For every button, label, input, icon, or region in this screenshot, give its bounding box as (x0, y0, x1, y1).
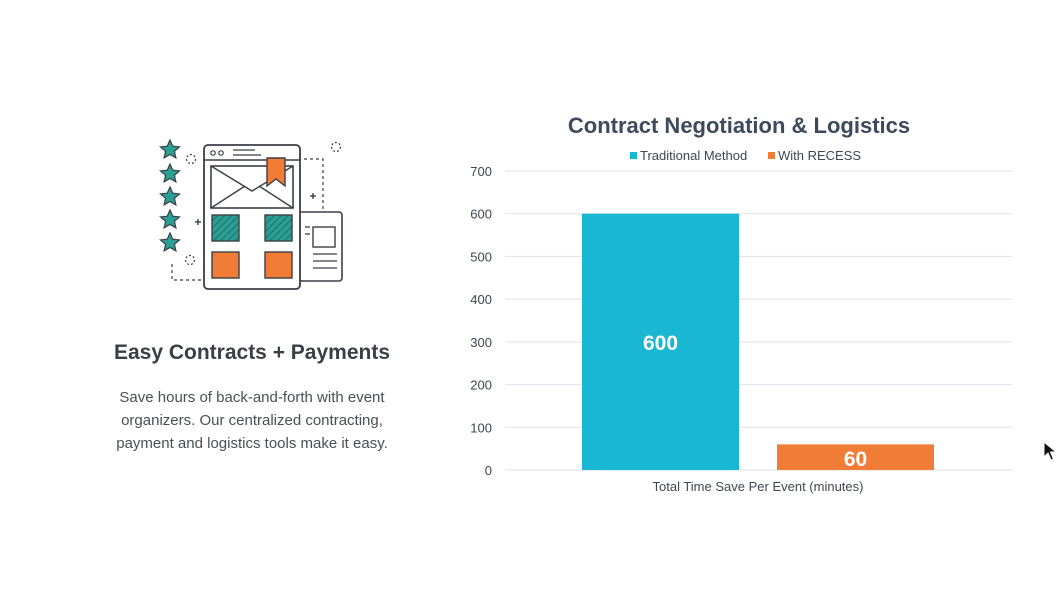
chart-bars: 600 60 (582, 213, 934, 471)
bar-with-recess (777, 444, 934, 470)
y-tick-label: 300 (470, 335, 492, 350)
bookmark-icon (266, 157, 286, 188)
contracts-illustration (159, 138, 343, 290)
star-icon (159, 185, 181, 207)
x-axis-label: Total Time Save Per Event (minutes) (653, 479, 864, 494)
star-icon (159, 162, 181, 184)
bar-traditional-method (582, 213, 739, 470)
chart-legend: Traditional Method With RECESS (630, 148, 861, 163)
legend-label: With RECESS (778, 148, 861, 163)
y-tick-label: 700 (470, 164, 492, 179)
star-icon (159, 138, 181, 160)
y-tick-label: 600 (470, 207, 492, 222)
y-tick-label: 400 (470, 292, 492, 307)
bar-chart: Contract Negotiation & Logistics Traditi… (470, 113, 1012, 494)
mouse-cursor-icon (1043, 441, 1057, 461)
y-tick-label: 200 (470, 378, 492, 393)
chart-title: Contract Negotiation & Logistics (568, 113, 910, 138)
chart-gridlines (505, 170, 1012, 471)
legend-label: Traditional Method (640, 148, 747, 163)
bar-data-label: 60 (844, 448, 867, 471)
y-axis: 0 100 200 300 400 500 600 700 (470, 164, 492, 478)
star-icons (159, 138, 181, 253)
feature-title: Easy Contracts + Payments (113, 341, 391, 364)
legend-swatch (630, 152, 637, 159)
star-icon (159, 231, 181, 253)
y-tick-label: 100 (470, 420, 492, 435)
legend-swatch (768, 152, 775, 159)
y-tick-label: 500 (470, 249, 492, 264)
y-tick-label: 0 (485, 463, 492, 478)
feature-description: Save hours of back-and-forth with event … (116, 389, 388, 452)
star-icon (159, 208, 181, 230)
bar-data-label: 600 (643, 332, 678, 355)
